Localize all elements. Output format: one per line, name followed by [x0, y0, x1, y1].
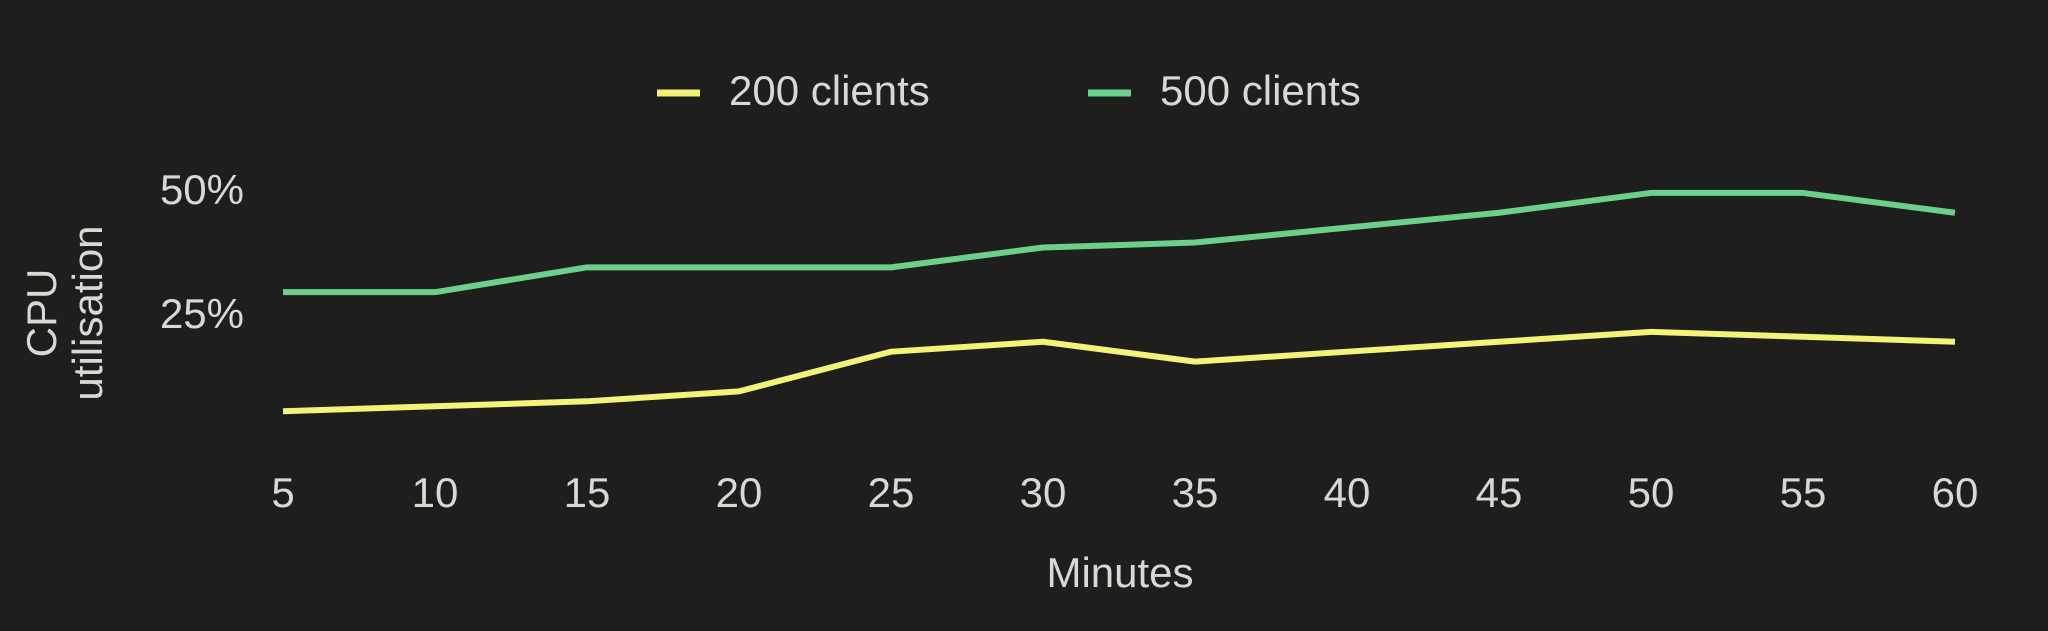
x-tick-label: 35 — [1172, 469, 1219, 516]
x-tick-label: 55 — [1780, 469, 1827, 516]
x-tick-label: 45 — [1476, 469, 1523, 516]
legend-label: 500 clients — [1160, 67, 1361, 114]
x-tick-label: 40 — [1324, 469, 1371, 516]
x-tick-label: 60 — [1932, 469, 1979, 516]
x-tick-label: 10 — [412, 469, 459, 516]
x-tick-label: 50 — [1628, 469, 1675, 516]
x-tick-label: 30 — [1020, 469, 1067, 516]
y-tick-label: 50% — [160, 166, 244, 213]
series-line — [283, 189, 1956, 296]
x-tick-label: 20 — [716, 469, 763, 516]
x-tick-label: 5 — [271, 469, 294, 516]
x-axis-title: Minutes — [1046, 549, 1193, 596]
y-axis-title: CPU utilisation — [18, 225, 111, 401]
legend-label: 200 clients — [729, 67, 930, 114]
x-tick-label: 25 — [868, 469, 915, 516]
series-line — [282, 328, 1956, 415]
y-tick-label: 25% — [160, 290, 244, 337]
x-tick-label: 15 — [564, 469, 611, 516]
